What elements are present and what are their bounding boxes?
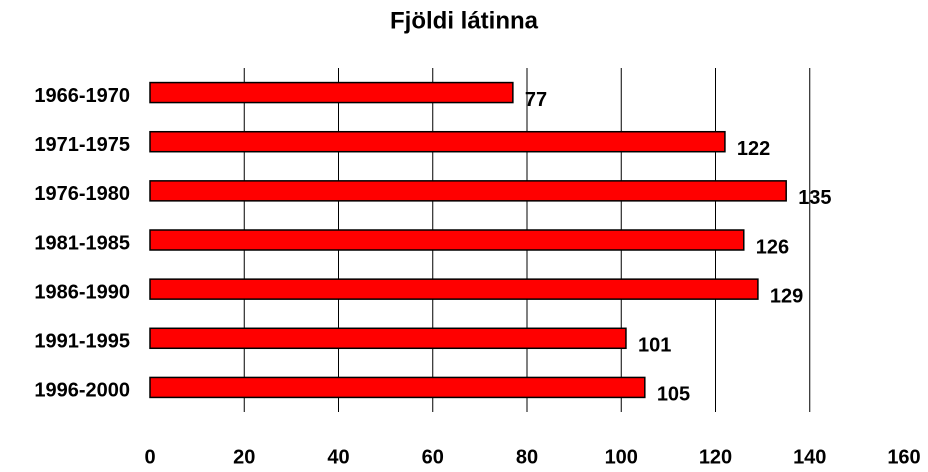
bar — [149, 229, 745, 251]
data-label: 129 — [770, 285, 803, 307]
chart-title: Fjöldi látinna — [390, 7, 539, 34]
x-tick-label: 80 — [516, 446, 538, 468]
data-label: 122 — [737, 138, 770, 160]
bar — [149, 376, 646, 399]
y-tick-label: 1981-1985 — [34, 232, 130, 254]
x-tick-label: 140 — [793, 446, 826, 468]
y-tick-label: 1996-2000 — [34, 380, 130, 402]
y-tick-label: 1991-1995 — [34, 331, 130, 353]
data-label: 101 — [638, 335, 671, 357]
bar — [149, 180, 787, 202]
y-tick-label: 1966-1970 — [34, 85, 130, 107]
data-label: 105 — [657, 384, 690, 406]
data-label: 77 — [525, 89, 547, 111]
bar — [149, 81, 514, 104]
y-tick-label: 1976-1980 — [34, 183, 130, 205]
x-tick-label: 60 — [422, 446, 444, 468]
y-tick-label: 1971-1975 — [34, 134, 130, 156]
bar — [149, 278, 759, 300]
bar — [149, 327, 627, 350]
y-tick-label: 1986-1990 — [34, 281, 130, 303]
x-tick-label: 40 — [327, 446, 349, 468]
x-tick-label: 0 — [144, 446, 155, 468]
x-tick-label: 160 — [887, 446, 920, 468]
data-label: 135 — [798, 187, 831, 209]
data-label: 126 — [756, 236, 789, 258]
bar — [149, 130, 726, 153]
x-tick-label: 120 — [699, 446, 732, 468]
x-tick-label: 100 — [605, 446, 638, 468]
x-tick-label: 20 — [233, 446, 255, 468]
